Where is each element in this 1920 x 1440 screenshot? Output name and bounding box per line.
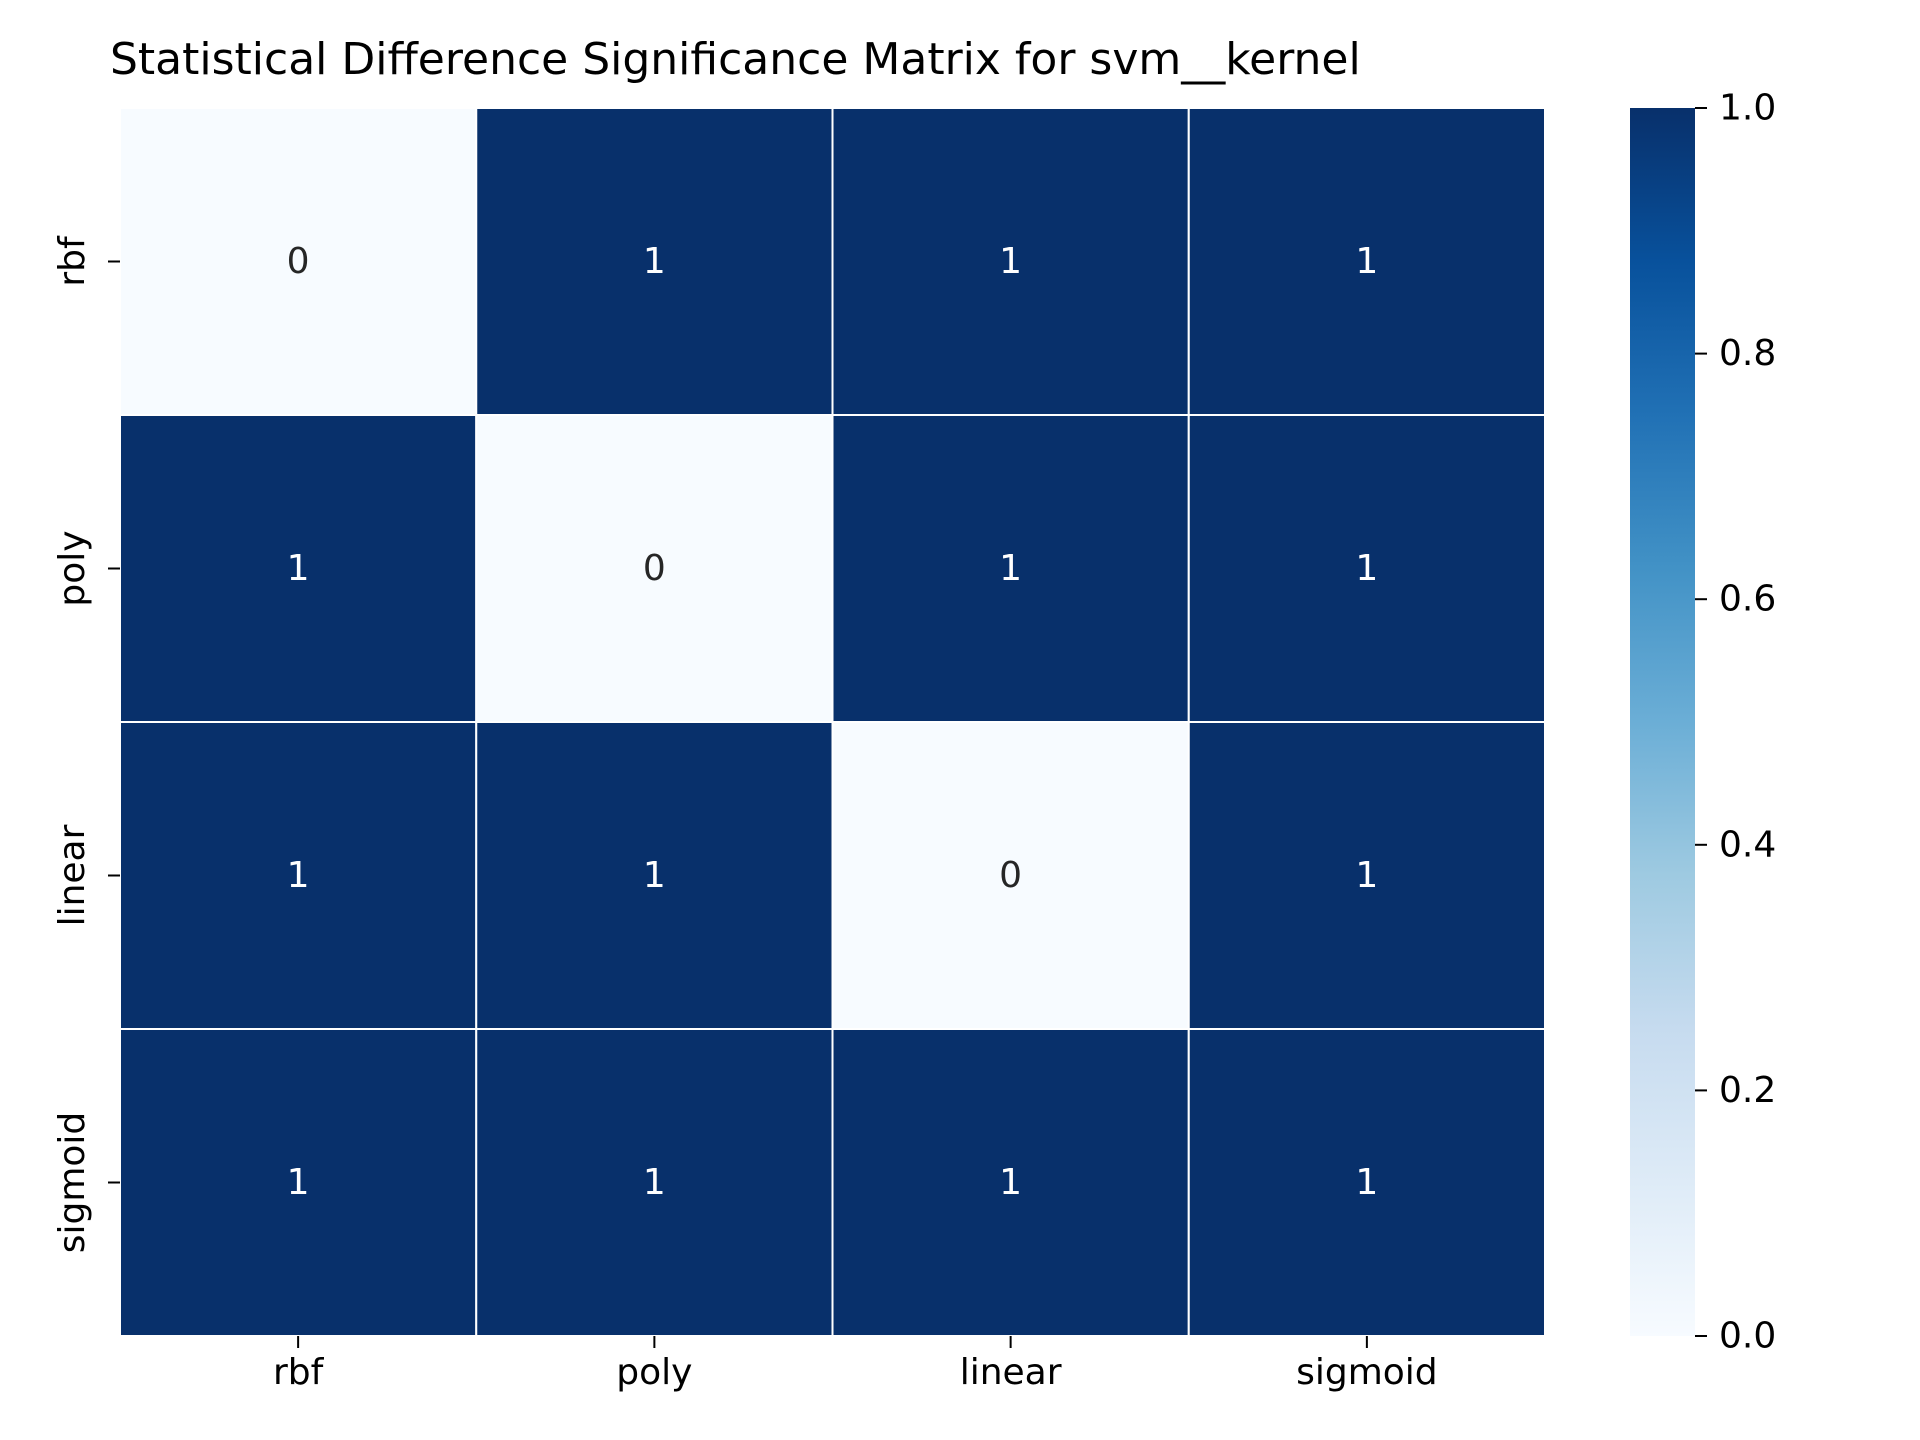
colorbar-tick-label: 0.2 bbox=[1719, 1070, 1776, 1111]
y-tick-label: linear bbox=[52, 824, 93, 926]
cell-annotation: 0 bbox=[999, 855, 1022, 896]
x-tick-label: poly bbox=[616, 1352, 692, 1393]
heatmap-cell bbox=[1187, 1028, 1546, 1337]
chart-title: Statistical Difference Significance Matr… bbox=[110, 34, 1361, 85]
heatmap-cell bbox=[475, 414, 834, 723]
cell-annotation: 1 bbox=[643, 855, 666, 896]
cell-annotation: 1 bbox=[999, 548, 1022, 589]
colorbar-gradient bbox=[1630, 108, 1695, 1336]
cell-annotation: 1 bbox=[1355, 241, 1378, 282]
cell-annotation: 1 bbox=[643, 1162, 666, 1203]
cell-annotation: 1 bbox=[1355, 1162, 1378, 1203]
colorbar-tick-label: 0.8 bbox=[1719, 333, 1776, 374]
cell-annotation: 1 bbox=[1355, 548, 1378, 589]
x-tick-label: sigmoid bbox=[1296, 1352, 1438, 1393]
colorbar: 0.0 0.2 0.4 0.6 0.8 1.0 bbox=[1630, 88, 1776, 1357]
y-axis: rbf poly linear sigmoid bbox=[52, 235, 120, 1253]
cell-annotation: 1 bbox=[287, 1162, 310, 1203]
x-tick-label: rbf bbox=[273, 1352, 325, 1393]
cell-annotation: 1 bbox=[287, 548, 310, 589]
cell-annotation: 1 bbox=[643, 241, 666, 282]
y-tick-label: rbf bbox=[52, 235, 93, 287]
heatmap-cell bbox=[831, 414, 1190, 723]
heatmap-cell bbox=[831, 1028, 1190, 1337]
x-tick-label: linear bbox=[960, 1352, 1062, 1393]
heatmap-cell bbox=[119, 721, 478, 1030]
colorbar-tick-label: 0.6 bbox=[1719, 579, 1776, 620]
heatmap-cell bbox=[119, 1028, 478, 1337]
y-tick-label: poly bbox=[52, 530, 93, 606]
heatmap-cells bbox=[119, 107, 1546, 1337]
heatmap-cell bbox=[475, 1028, 834, 1337]
cell-annotation: 0 bbox=[643, 548, 666, 589]
heatmap-cell bbox=[1187, 107, 1546, 416]
cell-annotations: 0 1 1 1 1 0 1 1 1 1 0 1 1 1 1 1 bbox=[287, 241, 1379, 1203]
cell-annotation: 1 bbox=[1355, 855, 1378, 896]
heatmap-cell bbox=[1187, 721, 1546, 1030]
y-tick-label: sigmoid bbox=[52, 1112, 93, 1254]
heatmap-cell bbox=[119, 107, 478, 416]
heatmap-cell bbox=[1187, 414, 1546, 723]
x-axis: rbf poly linear sigmoid bbox=[273, 1336, 1438, 1393]
heatmap-cell bbox=[831, 107, 1190, 416]
colorbar-tick-label: 1.0 bbox=[1719, 88, 1776, 129]
cell-annotation: 1 bbox=[999, 241, 1022, 282]
colorbar-tick-label: 0.4 bbox=[1719, 824, 1776, 865]
cell-annotation: 1 bbox=[999, 1162, 1022, 1203]
cell-annotation: 0 bbox=[287, 241, 310, 282]
colorbar-tick-label: 0.0 bbox=[1719, 1316, 1776, 1357]
cell-annotation: 1 bbox=[287, 855, 310, 896]
heatmap-cell bbox=[475, 107, 834, 416]
heatmap-cell bbox=[475, 721, 834, 1030]
